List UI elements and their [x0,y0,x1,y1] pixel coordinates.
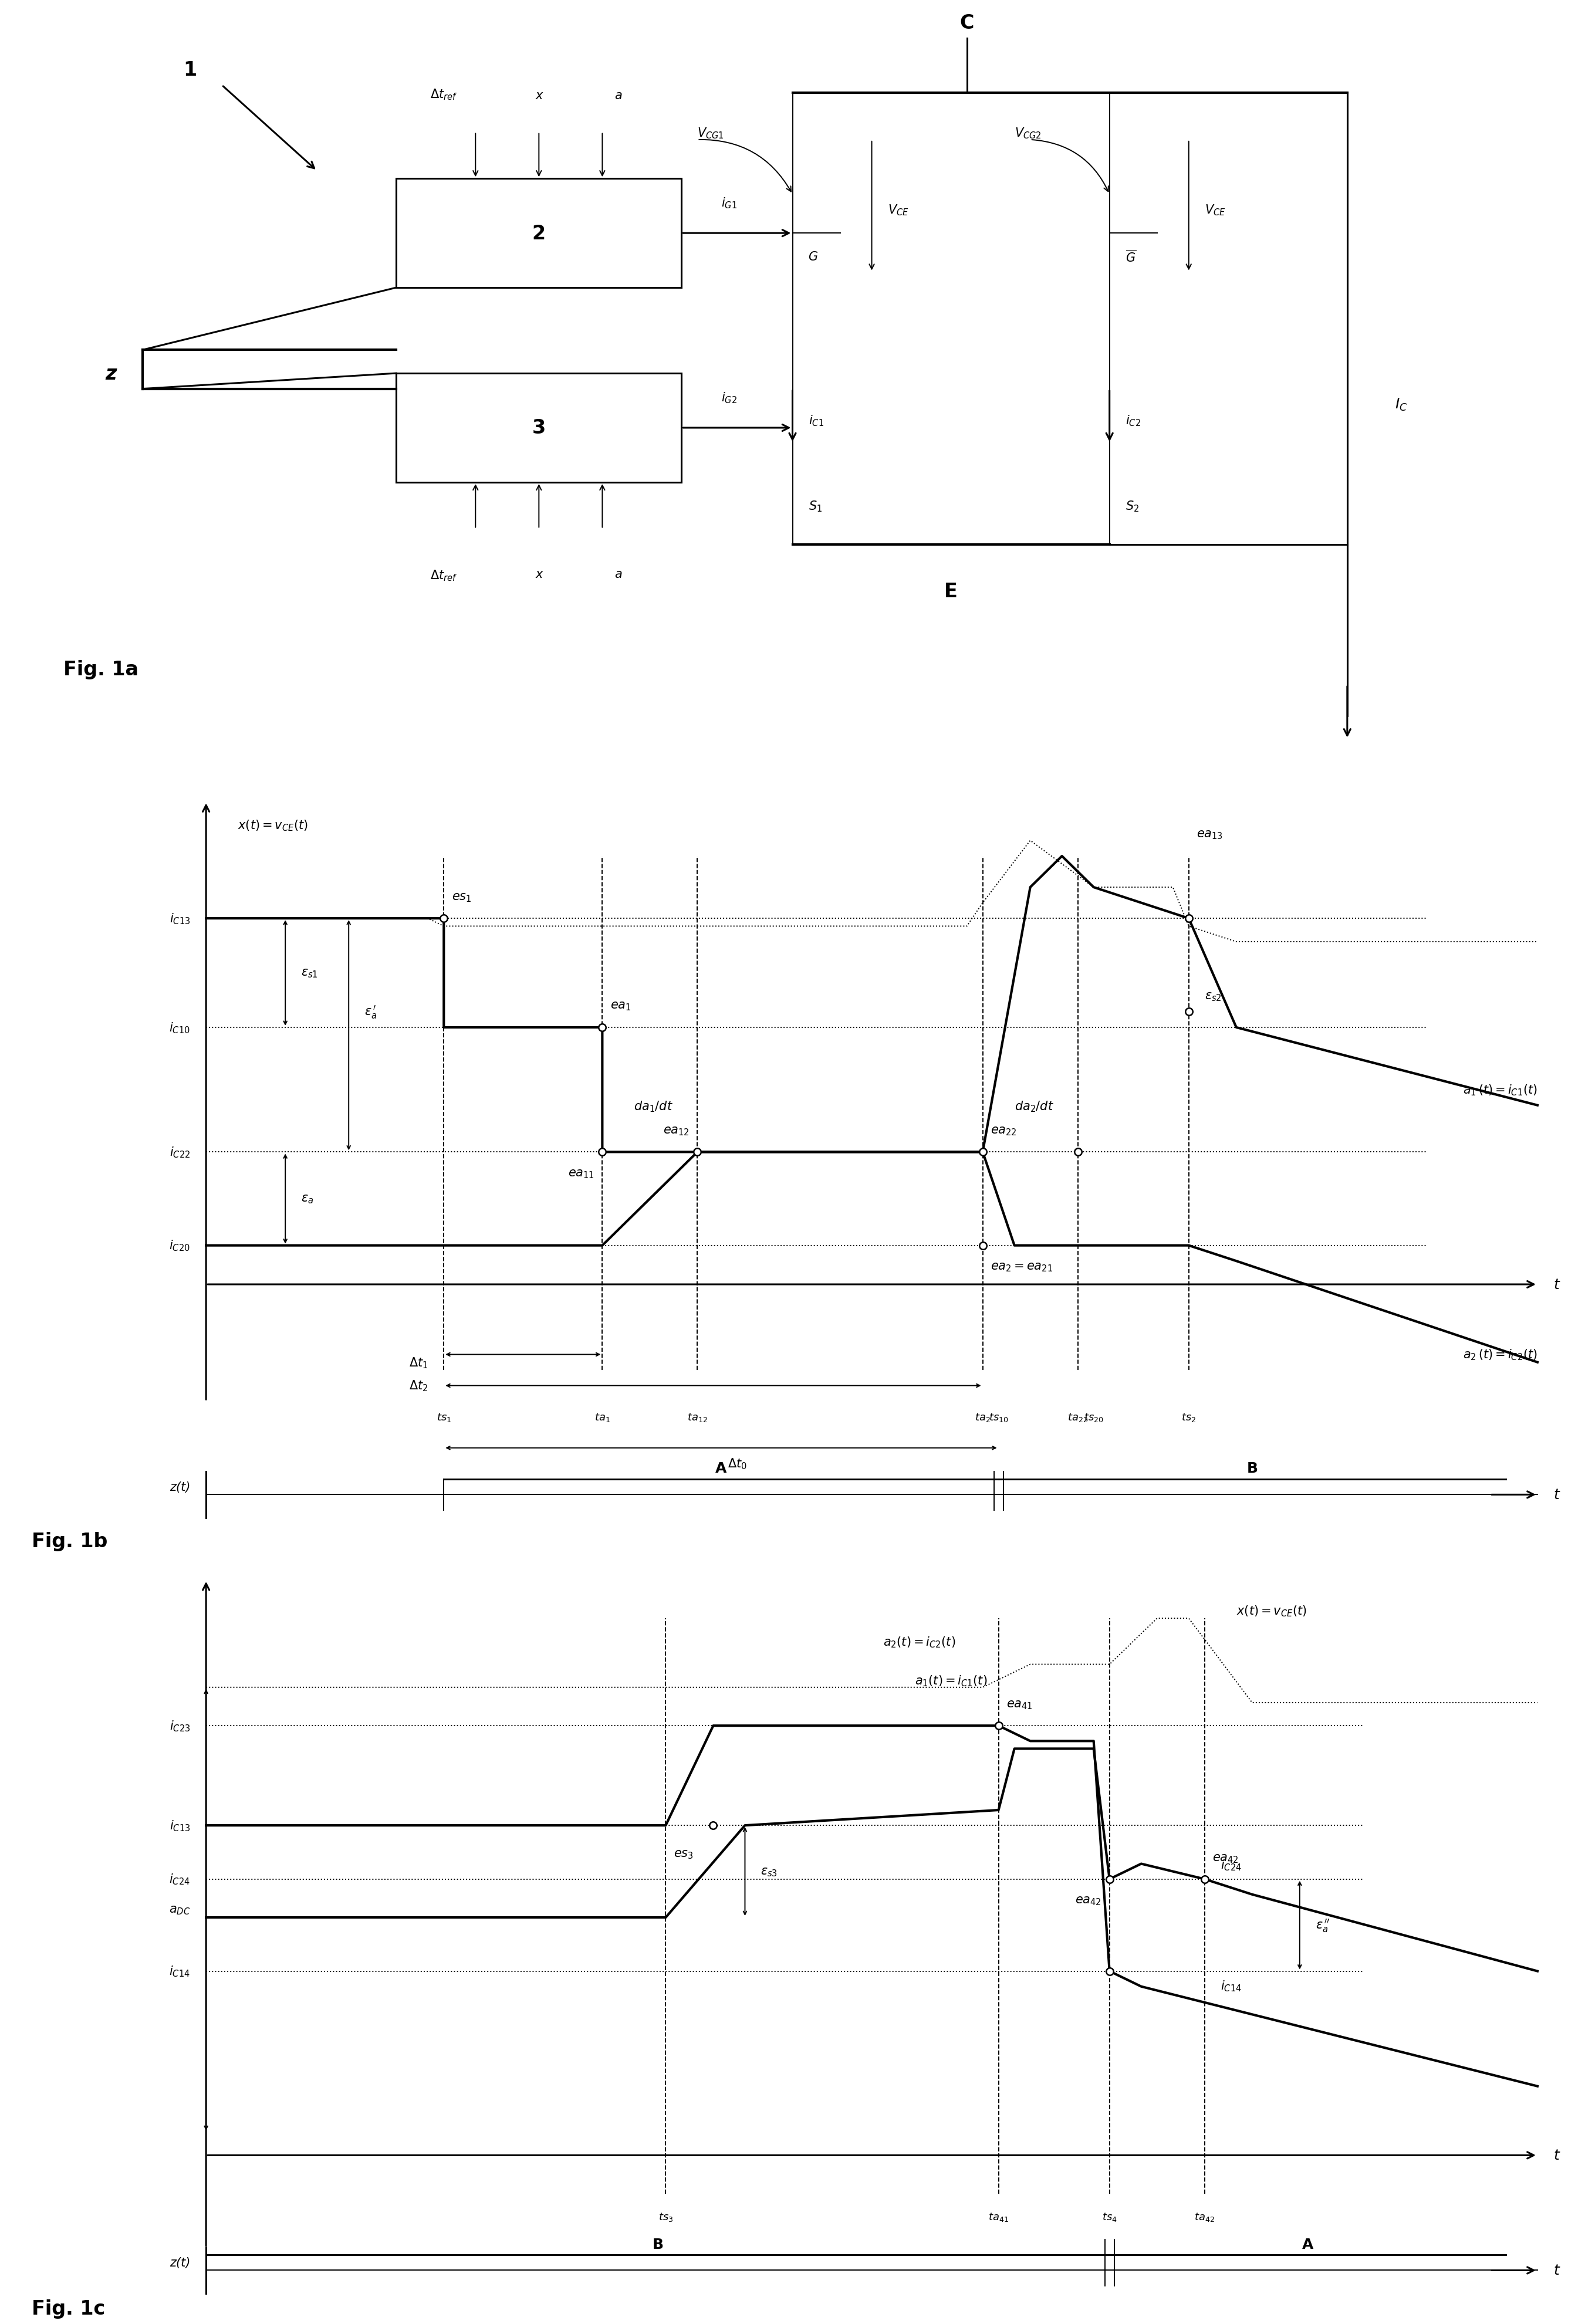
Text: $\Delta t_{ref}$: $\Delta t_{ref}$ [430,569,458,583]
Text: $\varepsilon_a^{\,\prime}$: $\varepsilon_a^{\,\prime}$ [365,1004,377,1020]
Text: $a_2(t) = i_{C2}(t)$: $a_2(t) = i_{C2}(t)$ [883,1636,956,1650]
Text: $\Delta t_0$: $\Delta t_0$ [728,1457,747,1471]
Text: C: C [959,14,975,33]
Text: B: B [1246,1462,1258,1476]
Text: $S_1$: $S_1$ [808,500,823,514]
Text: $S_2$: $S_2$ [1125,500,1140,514]
Text: $a_1\,(t) = i_{C1}(t)$: $a_1\,(t) = i_{C1}(t)$ [1463,1083,1537,1097]
Text: $ea_{22}$: $ea_{22}$ [991,1125,1018,1136]
Text: $i_{C23}$: $i_{C23}$ [170,1720,190,1734]
Text: 1: 1 [184,60,197,79]
Text: $V_{CG2}$: $V_{CG2}$ [1014,125,1041,139]
Text: 2: 2 [533,223,545,244]
Text: $V_{CG1}$: $V_{CG1}$ [697,125,724,139]
Text: $i_{C22}$: $i_{C22}$ [170,1146,190,1160]
Text: Fig. 1b: Fig. 1b [32,1532,108,1550]
Text: $ea_{41}$: $ea_{41}$ [1006,1699,1033,1710]
Text: $ta_{42}$: $ta_{42}$ [1195,2210,1214,2222]
Text: $\varepsilon_{s2}$: $\varepsilon_{s2}$ [1205,990,1222,1002]
Text: $i_{C13}$: $i_{C13}$ [170,911,190,925]
Text: z(t): z(t) [170,2257,190,2268]
Text: Fig. 1c: Fig. 1c [32,2298,105,2319]
Text: $V_{CE}$: $V_{CE}$ [1205,202,1225,216]
Text: $ta_2$: $ta_2$ [975,1411,991,1422]
Text: $a_2\,(t) = i_{C2}(t)$: $a_2\,(t) = i_{C2}(t)$ [1463,1348,1537,1362]
Text: G: G [808,251,818,263]
Text: $i_{C24}$: $i_{C24}$ [1220,1857,1241,1871]
Text: z(t): z(t) [170,1480,190,1492]
Text: $\varepsilon_{s3}$: $\varepsilon_{s3}$ [761,1866,778,1878]
Text: z: z [105,365,117,383]
Text: a: a [615,569,621,581]
Text: $es_{3}$: $es_{3}$ [674,1848,693,1859]
Text: $i_{G2}$: $i_{G2}$ [721,390,737,404]
Text: t: t [1553,1487,1560,1501]
Text: t: t [1553,2147,1560,2161]
Text: $ts_{10}$: $ts_{10}$ [989,1411,1008,1422]
Text: $ea_{11}$: $ea_{11}$ [567,1167,594,1181]
Text: $\Delta t_1$: $\Delta t_1$ [409,1355,428,1369]
Text: $ts_2$: $ts_2$ [1181,1411,1197,1422]
Text: A: A [715,1462,728,1476]
Text: $V_{CE}$: $V_{CE}$ [888,202,908,216]
Text: $a_{DC}$: $a_{DC}$ [170,1903,190,1915]
Text: B: B [651,2238,664,2252]
Text: $ts_{20}$: $ts_{20}$ [1084,1411,1103,1422]
Text: $\varepsilon_a^{\,\prime\prime}$: $\varepsilon_a^{\,\prime\prime}$ [1316,1917,1330,1934]
Text: $i_{C10}$: $i_{C10}$ [170,1020,190,1034]
Text: Fig. 1a: Fig. 1a [63,660,138,679]
Text: $a_1(t) = i_{C1}(t)$: $a_1(t) = i_{C1}(t)$ [915,1673,987,1687]
Text: $I_C$: $I_C$ [1395,397,1407,414]
Text: E: E [945,581,957,602]
Text: $da_2/dt$: $da_2/dt$ [1014,1099,1054,1113]
Text: $ts_4$: $ts_4$ [1102,2210,1117,2222]
Text: $ts_3$: $ts_3$ [658,2210,674,2222]
Text: $ta_{22}$: $ta_{22}$ [1068,1411,1087,1422]
Text: $\Delta t_{ref}$: $\Delta t_{ref}$ [430,88,458,102]
Text: $i_{C14}$: $i_{C14}$ [170,1964,190,1978]
Text: $\varepsilon_{s1}$: $\varepsilon_{s1}$ [301,967,319,978]
Text: $i_{C20}$: $i_{C20}$ [170,1239,190,1253]
Text: t: t [1553,2264,1560,2278]
Text: $x(t) = v_{CE}(t)$: $x(t) = v_{CE}(t)$ [1236,1604,1306,1618]
Text: $i_{C24}$: $i_{C24}$ [170,1873,190,1887]
Text: $ea_2=ea_{21}$: $ea_2=ea_{21}$ [991,1262,1052,1274]
Text: A: A [1301,2238,1314,2252]
Text: t: t [1553,1278,1560,1292]
Text: $\varepsilon_a$: $\varepsilon_a$ [301,1192,314,1204]
Text: a: a [615,91,621,102]
Text: $i_{C13}$: $i_{C13}$ [170,1820,190,1831]
Text: $ta_1$: $ta_1$ [594,1411,610,1422]
Bar [396,179,682,288]
Text: $ea_{13}$: $ea_{13}$ [1197,830,1224,841]
Text: $\Delta t_2$: $\Delta t_2$ [409,1378,428,1392]
Text: $x(t) = v_{CE}(t)$: $x(t) = v_{CE}(t)$ [238,818,307,832]
Text: 3: 3 [533,418,545,437]
Text: $i_{C2}$: $i_{C2}$ [1125,414,1141,428]
Text: $i_{G1}$: $i_{G1}$ [721,195,737,209]
Text: $es_1$: $es_1$ [452,892,471,904]
Text: $ta_{12}$: $ta_{12}$ [688,1411,707,1422]
Text: x: x [536,569,542,581]
Text: $ea_{12}$: $ea_{12}$ [663,1125,689,1136]
Text: $\overline{G}$: $\overline{G}$ [1125,249,1136,265]
Text: $ta_{41}$: $ta_{41}$ [989,2210,1008,2222]
Text: $da_1/dt$: $da_1/dt$ [634,1099,674,1113]
Text: $ea_{42}$: $ea_{42}$ [1213,1852,1239,1864]
Text: $ea_{42}$: $ea_{42}$ [1075,1894,1102,1906]
Text: $ea_1$: $ea_1$ [610,999,631,1011]
Text: $i_{C14}$: $i_{C14}$ [1220,1978,1241,1992]
Text: $i_{C1}$: $i_{C1}$ [808,414,824,428]
Text: $ts_1$: $ts_1$ [436,1411,452,1422]
Bar [396,374,682,483]
Text: x: x [536,91,542,102]
